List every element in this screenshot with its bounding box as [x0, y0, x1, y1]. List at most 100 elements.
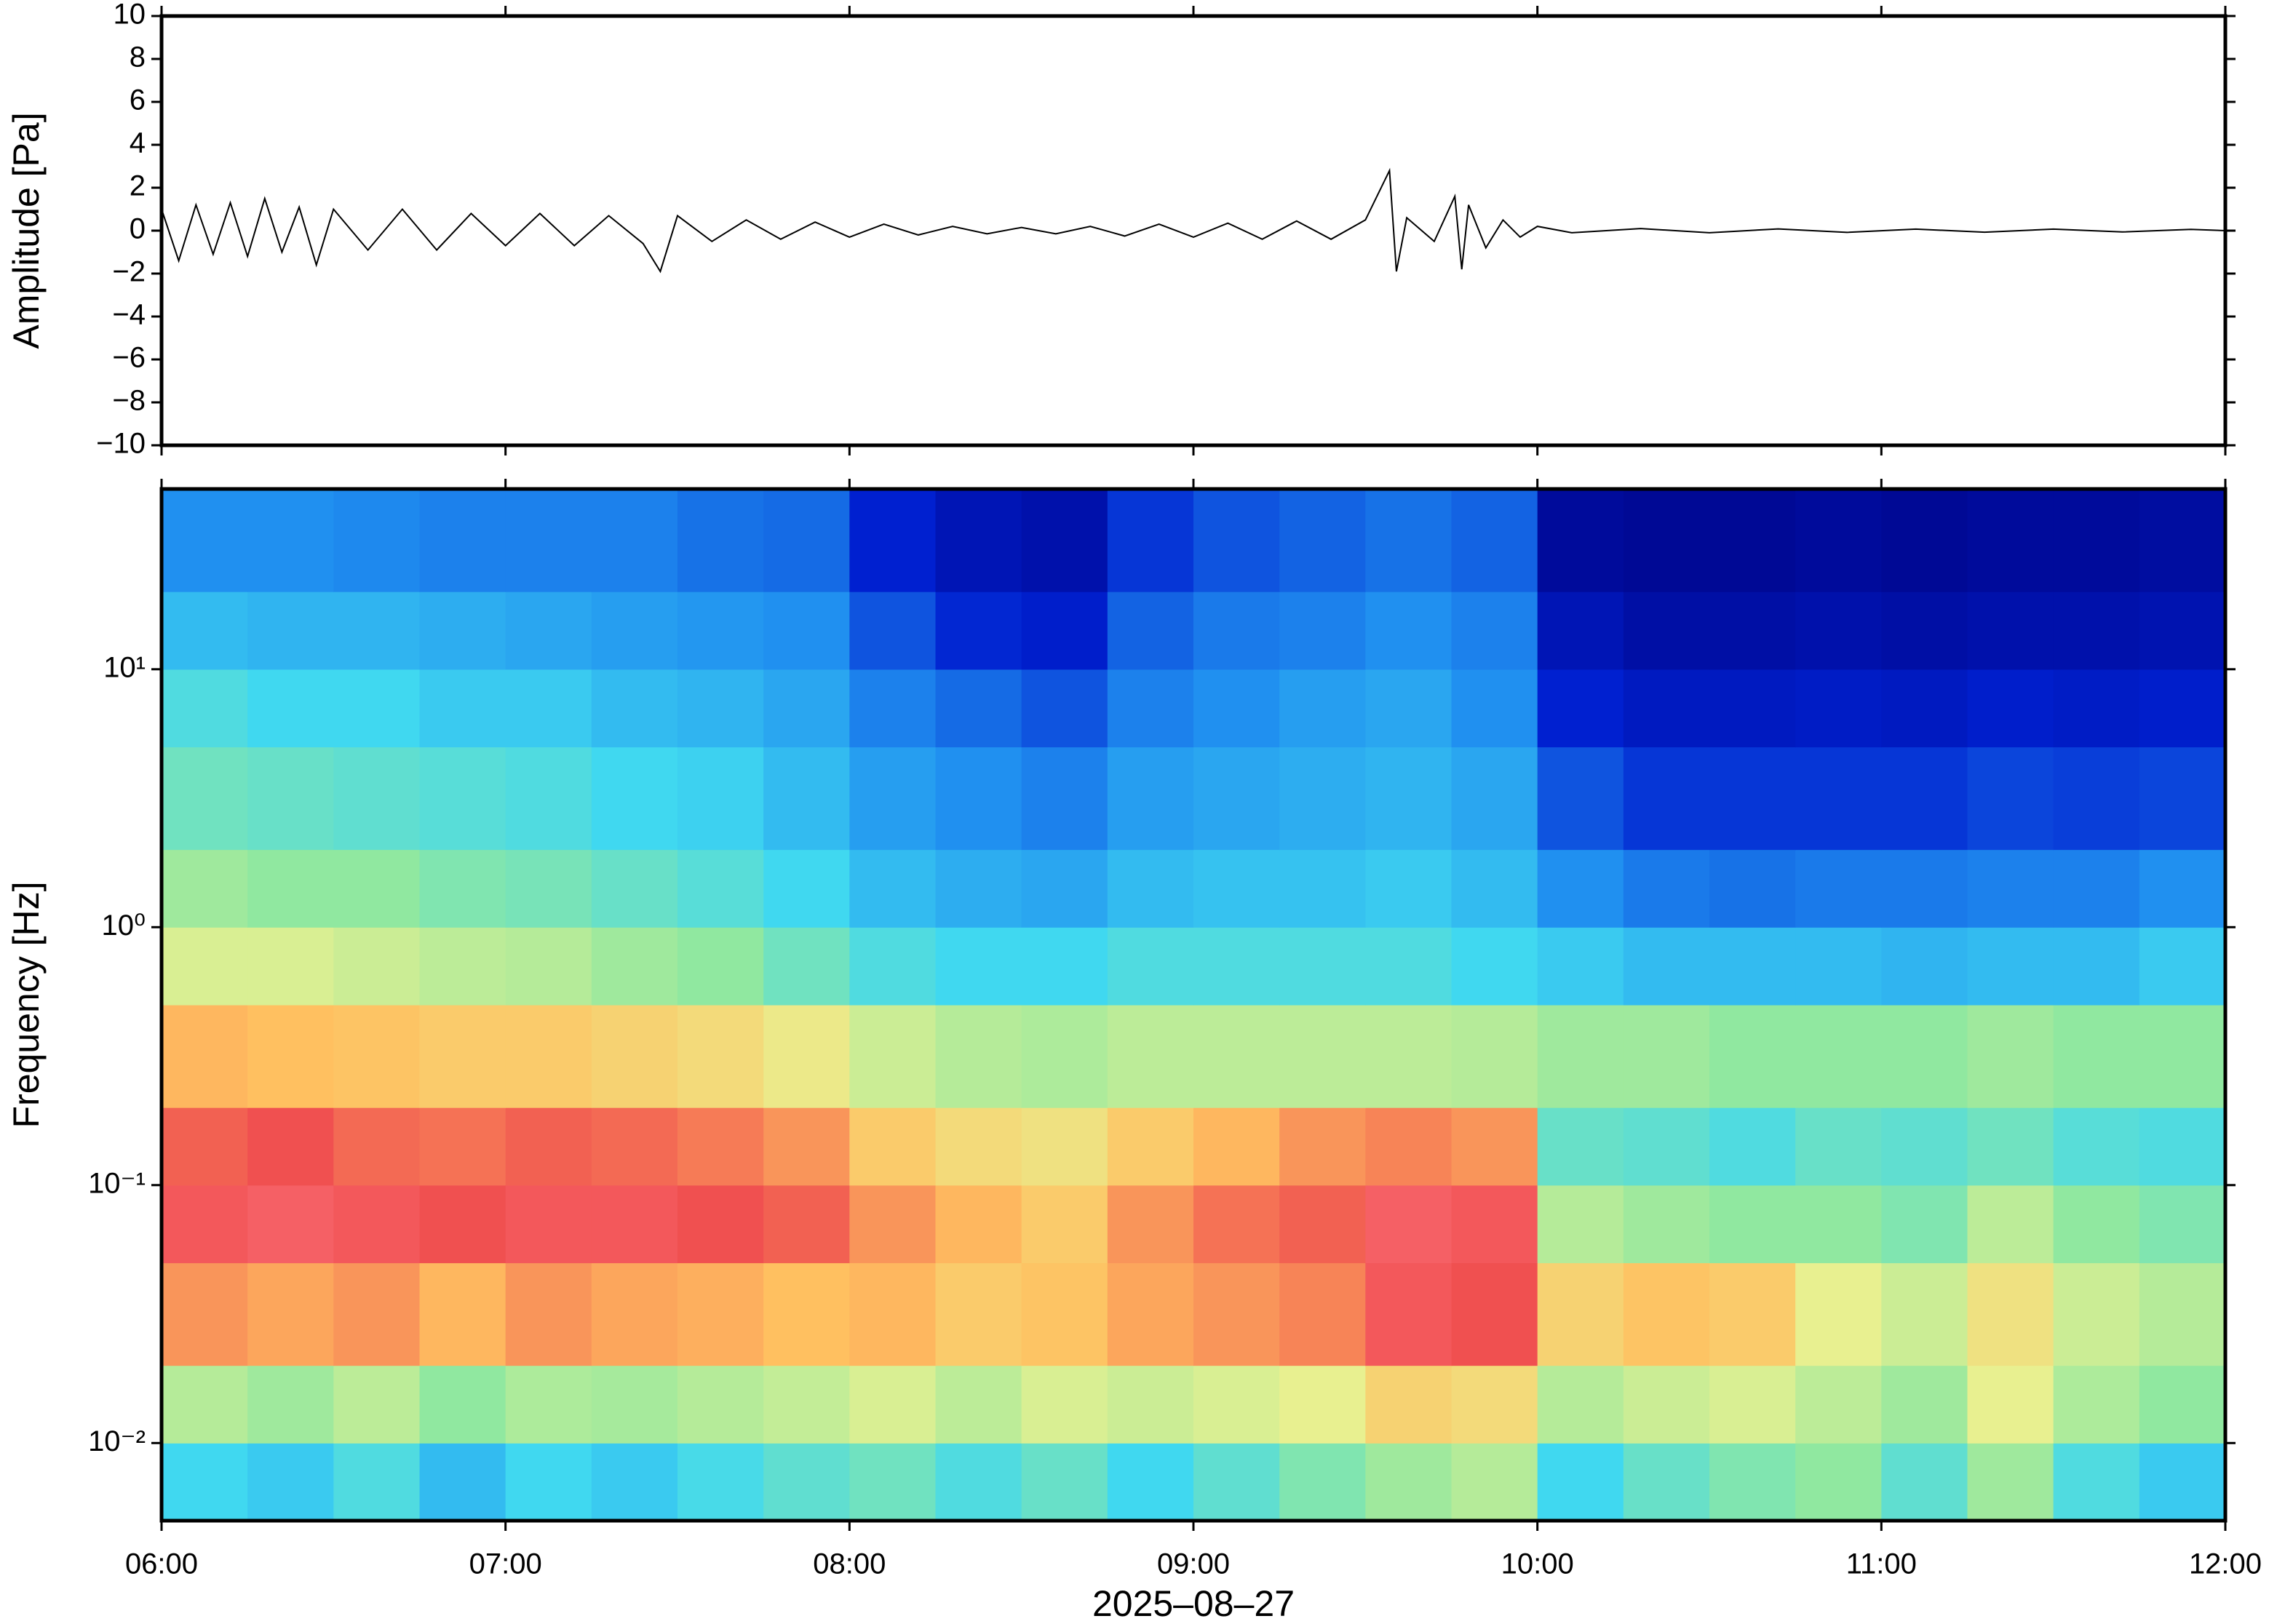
- spectrogram-cell: [1451, 927, 1538, 1006]
- spectrogram-cell: [419, 747, 506, 851]
- spectrogram-cell: [763, 489, 850, 592]
- spectrogram-cell: [1795, 669, 1882, 748]
- spectrogram-cell: [1967, 747, 2054, 851]
- spectrogram-cell: [1193, 1107, 1280, 1186]
- spectrogram-cell: [849, 1365, 937, 1444]
- spectrogram-cell: [1537, 849, 1624, 928]
- spectrogram-cell: [1451, 849, 1538, 928]
- spectrogram-cell: [591, 1107, 678, 1186]
- spectrogram-cell: [1193, 1443, 1280, 1521]
- spectrogram-cell: [763, 1443, 850, 1521]
- spectrogram-cell: [1881, 669, 1968, 748]
- spectrogram-cell: [505, 747, 592, 851]
- spectrogram-cell: [763, 1107, 850, 1186]
- spectrogram-cell: [1795, 1107, 1882, 1186]
- spectrogram-cell: [162, 592, 248, 670]
- spectrogram-cell: [1709, 1185, 1796, 1264]
- spectrogram-cell: [1537, 1185, 1624, 1264]
- spectrogram-cell: [2139, 747, 2226, 851]
- spectrogram-cell: [1021, 1005, 1108, 1108]
- spectrogram-cell: [1021, 669, 1108, 748]
- spectrogram-cell: [1021, 592, 1108, 670]
- spectrogram-cell: [333, 1107, 421, 1186]
- spectrogram-cell: [162, 1185, 248, 1264]
- spectrogram-cell: [677, 849, 764, 928]
- spectrogram-cell: [1709, 849, 1796, 928]
- spectrogram-cell: [763, 747, 850, 851]
- spectrogram-cell: [1107, 1365, 1194, 1444]
- spectrogram-cell: [2139, 1443, 2226, 1521]
- spectrogram-cell: [1451, 1107, 1538, 1186]
- spectrogram-cell: [1709, 927, 1796, 1006]
- spectrogram-cell: [2139, 927, 2226, 1006]
- spectrogram-cell: [849, 669, 937, 748]
- spectrogram-cell: [1279, 1185, 1366, 1264]
- spectrogram-cell: [505, 1262, 592, 1366]
- spectrogram-cell: [1623, 927, 1710, 1006]
- spectrogram-cell: [162, 1107, 248, 1186]
- spectrogram-cell: [2139, 489, 2226, 592]
- y-tick-label: −6: [112, 342, 146, 374]
- x-tick-label: 09:00: [1157, 1548, 1230, 1580]
- spectrogram-cell: [1881, 1107, 1968, 1186]
- spectrogram-cell: [419, 669, 506, 748]
- spectrogram-cell: [677, 489, 764, 592]
- x-tick-label: 12:00: [2189, 1548, 2262, 1580]
- spectrogram-cell: [849, 1005, 937, 1108]
- spectrogram-cell: [419, 1107, 506, 1186]
- y-tick-label: 10⁰: [101, 909, 146, 942]
- spectrogram-cell: [1881, 927, 1968, 1006]
- spectrogram-cell: [1709, 489, 1796, 592]
- y-tick-label: −8: [112, 385, 146, 417]
- spectrogram-cell: [505, 849, 592, 928]
- spectrogram-cell: [1537, 592, 1624, 670]
- spectrogram-cell: [1279, 669, 1366, 748]
- spectrogram-cell: [1451, 1365, 1538, 1444]
- spectrogram-cell: [505, 1005, 592, 1108]
- spectrogram-cell: [2139, 669, 2226, 748]
- spectrogram-cell: [1365, 1365, 1453, 1444]
- spectrogram-cell: [1709, 747, 1796, 851]
- y-tick-label: −4: [112, 299, 146, 331]
- spectrogram-cell: [1279, 1443, 1366, 1521]
- spectrogram-cell: [1967, 1185, 2054, 1264]
- spectrogram-cell: [1795, 1185, 1882, 1264]
- y-tick-label: 6: [130, 84, 146, 116]
- spectrogram-cell: [2053, 489, 2140, 592]
- spectrogram-cell: [935, 1365, 1022, 1444]
- spectrogram-cell: [2053, 849, 2140, 928]
- spectrogram-cell: [1107, 927, 1194, 1006]
- spectrogram-cell: [935, 592, 1022, 670]
- spectrogram-cell: [162, 1365, 248, 1444]
- spectrogram-cell: [1279, 1365, 1366, 1444]
- spectrogram-cell: [162, 849, 248, 928]
- spectrogram-cell: [1623, 747, 1710, 851]
- spectrogram-cell: [1365, 1262, 1453, 1366]
- spectrogram-cell: [1795, 1262, 1882, 1366]
- spectrogram-cell: [333, 592, 421, 670]
- spectrogram-cell: [1967, 592, 2054, 670]
- spectrogram-cell: [333, 927, 421, 1006]
- spectrogram-cell: [1279, 592, 1366, 670]
- spectrogram-cell: [1193, 489, 1280, 592]
- spectrogram-cell: [1709, 592, 1796, 670]
- spectrogram-cell: [1451, 669, 1538, 748]
- spectrogram-cell: [1365, 1107, 1453, 1186]
- spectrogram-cell: [1365, 1443, 1453, 1521]
- spectrogram-cell: [1881, 1262, 1968, 1366]
- spectrogram-cell: [1709, 1443, 1796, 1521]
- spectrogram-cell: [591, 927, 678, 1006]
- spectrogram-cell: [419, 592, 506, 670]
- spectrogram-cell: [2139, 1262, 2226, 1366]
- spectrogram-cell: [763, 1005, 850, 1108]
- spectrogram-cell: [1107, 669, 1194, 748]
- spectrogram-cell: [1623, 669, 1710, 748]
- spectrogram-cell: [1709, 1005, 1796, 1108]
- spectrogram-cell: [1795, 1365, 1882, 1444]
- spectrogram-cell: [1451, 1443, 1538, 1521]
- spectrogram-cell: [935, 1005, 1022, 1108]
- spectrogram-cell: [247, 849, 334, 928]
- spectrogram-cell: [677, 1443, 764, 1521]
- spectrogram-cell: [162, 927, 248, 1006]
- spectrogram-cell: [247, 592, 334, 670]
